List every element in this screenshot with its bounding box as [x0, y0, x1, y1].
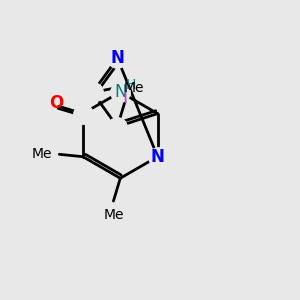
Text: H: H	[125, 78, 136, 92]
Text: Me: Me	[123, 81, 144, 95]
Text: Me: Me	[32, 147, 52, 161]
Text: N: N	[114, 83, 127, 101]
Text: O: O	[49, 94, 63, 112]
Text: Me: Me	[103, 208, 124, 222]
Text: N: N	[110, 49, 124, 67]
Text: I: I	[122, 89, 128, 107]
Text: N: N	[151, 148, 164, 166]
